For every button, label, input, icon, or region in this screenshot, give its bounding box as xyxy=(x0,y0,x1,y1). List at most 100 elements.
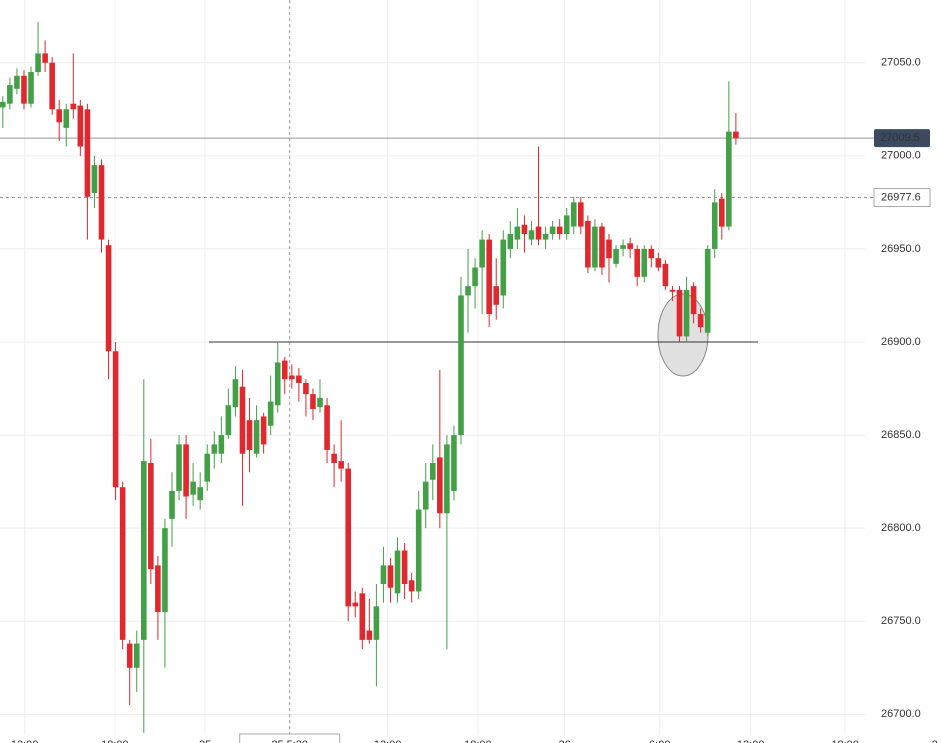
crosshair-time-label: 25 5:30 xyxy=(271,739,308,743)
candle-body xyxy=(620,245,626,249)
candle-body xyxy=(14,75,20,89)
candle-body xyxy=(98,165,105,240)
candle-body xyxy=(613,248,619,264)
candle-body xyxy=(472,267,478,287)
candle-body xyxy=(303,382,309,395)
x-tick-label: 18:00 xyxy=(464,739,492,743)
candle-body xyxy=(401,550,408,585)
candle-body xyxy=(225,405,232,436)
x-tick-label: 18:00 xyxy=(831,739,859,743)
candle-body xyxy=(7,85,13,104)
candle-body xyxy=(528,230,535,240)
candle-body xyxy=(289,375,295,380)
candle-body xyxy=(690,286,697,315)
crosshair-price-box xyxy=(873,188,931,208)
candle-body xyxy=(260,416,267,445)
candle-body xyxy=(648,248,655,259)
y-tick-label: 27000.0 xyxy=(881,150,921,162)
candle-body xyxy=(380,565,387,585)
candle-body xyxy=(35,53,41,73)
candle-body xyxy=(28,72,34,104)
candle-body xyxy=(197,487,203,501)
candle-body xyxy=(563,215,570,235)
candle-body xyxy=(570,202,577,227)
x-tick-label: 12:00 xyxy=(737,739,765,743)
candle-body xyxy=(169,490,175,519)
candle-body xyxy=(683,289,690,337)
crosshair-time-box xyxy=(239,733,341,743)
y-tick-label: 26950.0 xyxy=(881,243,921,255)
candle-body xyxy=(535,226,542,240)
candle-body xyxy=(556,226,563,235)
candle-body xyxy=(49,62,55,110)
x-tick-label: 2 xyxy=(932,739,938,743)
candle-body xyxy=(232,379,239,408)
candle-body xyxy=(676,289,683,337)
y-tick-label: 26900.0 xyxy=(881,336,921,348)
candle-body xyxy=(148,463,154,570)
candle-body xyxy=(70,103,77,110)
candle-body xyxy=(42,53,48,63)
candle-body xyxy=(655,258,662,268)
candle-body xyxy=(634,248,641,277)
y-tick-label: 26850.0 xyxy=(881,429,921,441)
candle-body xyxy=(507,234,514,249)
x-tick-label: 25 xyxy=(199,739,211,743)
x-tick-label: 18:00 xyxy=(101,739,129,743)
candle-body xyxy=(338,461,344,469)
candle-body xyxy=(394,550,401,594)
candle-body xyxy=(514,226,521,240)
candle-body xyxy=(493,286,500,305)
candle-body xyxy=(126,643,133,668)
candle-body xyxy=(641,248,648,277)
candle-body xyxy=(176,444,182,491)
highlight-ellipse xyxy=(657,293,709,377)
candle-body xyxy=(112,351,119,488)
candle-body xyxy=(140,461,147,640)
candle-body xyxy=(486,239,492,315)
candle-body xyxy=(662,263,669,287)
y-tick-label: 26800.0 xyxy=(881,522,921,534)
candle-body xyxy=(704,248,711,333)
candle-body xyxy=(592,226,598,268)
candle-body xyxy=(726,131,732,227)
y-tick-label: 26700.0 xyxy=(881,708,921,720)
candle-body xyxy=(345,468,352,607)
x-tick-label: 12:00 xyxy=(11,739,39,743)
candle-body xyxy=(549,226,556,235)
candle-body xyxy=(211,444,218,454)
candle-body xyxy=(253,420,260,454)
crosshair-price-label: 26977.6 xyxy=(881,191,921,203)
candle-body xyxy=(429,463,436,480)
candle-body xyxy=(84,109,91,197)
x-tick-label: 26 xyxy=(558,739,570,743)
candle-body xyxy=(422,481,429,510)
candle-body xyxy=(366,630,373,640)
candle-body xyxy=(155,565,161,612)
candle-body xyxy=(500,239,507,296)
candle-body xyxy=(246,420,253,450)
candle-body xyxy=(352,602,359,607)
candle-body xyxy=(77,105,84,147)
candle-body xyxy=(415,509,422,592)
candle-body xyxy=(324,405,330,450)
candle-body xyxy=(444,444,450,514)
candle-body xyxy=(162,528,168,612)
y-tick-label: 27050.0 xyxy=(881,57,921,69)
candle-body xyxy=(542,234,549,240)
candle-body xyxy=(373,606,380,640)
candle-body xyxy=(204,453,211,482)
candle-body xyxy=(585,220,591,268)
candle-body xyxy=(281,360,288,380)
candle-body xyxy=(183,444,189,497)
candle-body xyxy=(408,580,415,592)
candle-body xyxy=(578,202,584,227)
candle-body xyxy=(105,245,112,352)
x-tick-label: 6:00 xyxy=(649,739,670,743)
candle-body xyxy=(458,295,464,436)
candle-body xyxy=(21,75,27,104)
candle-body xyxy=(218,435,225,454)
candle-body xyxy=(274,362,281,406)
last-price-box xyxy=(874,129,930,148)
